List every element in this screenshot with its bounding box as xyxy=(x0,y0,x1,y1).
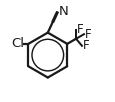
Text: F: F xyxy=(84,28,91,41)
Text: N: N xyxy=(58,5,68,18)
Text: Cl: Cl xyxy=(11,37,24,50)
Text: F: F xyxy=(76,23,83,36)
Text: F: F xyxy=(82,39,89,52)
